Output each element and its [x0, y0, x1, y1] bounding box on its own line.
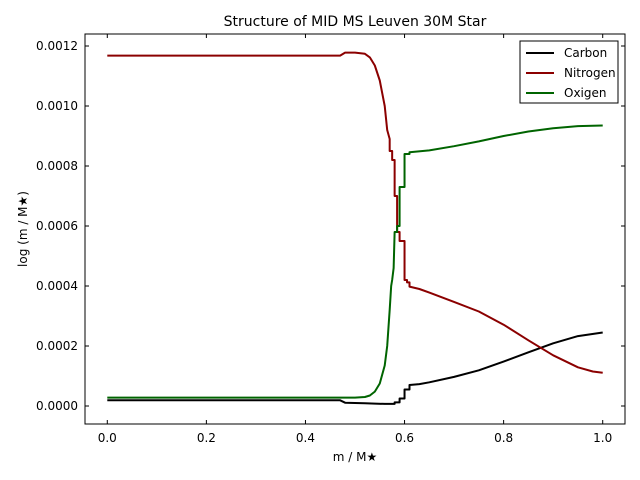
y-axis: 0.0000 0.0002 0.0004 0.0006 0.0008 0.0010 0.00… — [36, 39, 625, 413]
series-layer — [107, 51, 603, 405]
axes-frame — [84, 33, 626, 425]
y-axis-label: log (m / M★) — [16, 191, 30, 267]
y-tick-label: 0.0004 — [36, 279, 78, 293]
y-tick-label: 0.0000 — [36, 399, 78, 413]
x-tick-label: 0.0 — [98, 431, 117, 445]
y-tick-label: 0.0012 — [36, 39, 78, 53]
y-tick-label: 0.0002 — [36, 339, 78, 353]
legend-label-nitrogen: Nitrogen — [564, 66, 616, 80]
x-tick-label: 1.0 — [593, 431, 612, 445]
chart-title: Structure of MID MS Leuven 30M Star — [224, 14, 487, 30]
y-tick-label: 0.0008 — [36, 159, 78, 173]
legend-label-oxigen: Oxigen — [564, 86, 607, 100]
series-line-carbon — [107, 331, 603, 405]
plot-area: 0.0 0.2 0.4 0.6 0.8 1.0 0.00000.00020.00040.0… — [36, 33, 626, 445]
legend: Carbon Nitrogen Oxigen — [519, 40, 619, 104]
x-tick-label: 0.4 — [296, 431, 315, 445]
x-tick-label: 0.8 — [494, 431, 513, 445]
x-tick-label: 0.6 — [395, 431, 414, 445]
y-tick-label: 0.0010 — [36, 99, 78, 113]
x-axis-label: m / M★ — [333, 450, 377, 464]
legend-label-carbon: Carbon — [564, 46, 607, 60]
series-line-oxigen — [107, 124, 603, 399]
x-tick-label: 0.2 — [197, 431, 216, 445]
series-line-nitrogen — [107, 51, 603, 374]
y-tick-label: 0.0006 — [36, 219, 78, 233]
x-axis: 0.0 0.2 0.4 0.6 0.8 1.0 — [98, 34, 612, 445]
